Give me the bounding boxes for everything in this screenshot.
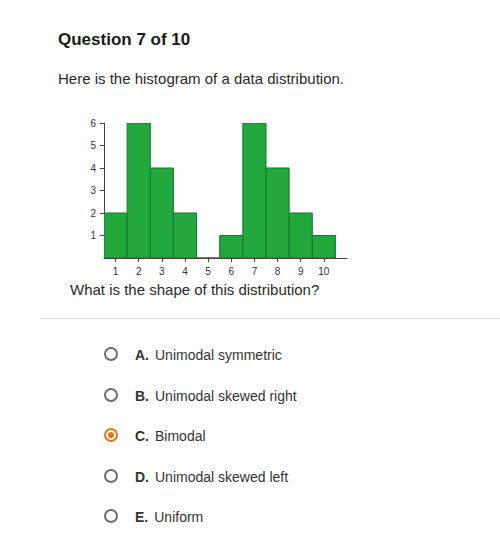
svg-text:3: 3 <box>159 266 165 277</box>
html-text:Unimodal skewed left: Unimodal skewed left <box>155 468 289 485</box>
html-text:A.: A. <box>135 347 149 363</box>
svg-text:5: 5 <box>90 140 96 151</box>
svg-text:2: 2 <box>90 208 96 219</box>
svg-text:4: 4 <box>182 266 188 277</box>
html-text:C.: C. <box>135 428 149 444</box>
svg-text:1: 1 <box>90 230 96 241</box>
svg-text:6: 6 <box>229 266 235 277</box>
svg-text:5: 5 <box>205 266 211 277</box>
html-text:Question 7 of 10: Question 7 of 10 <box>58 30 191 49</box>
svg-text:9: 9 <box>298 266 304 277</box>
svg-text:1: 1 <box>113 266 119 277</box>
html-text:Unimodal symmetric: Unimodal symmetric <box>155 347 282 363</box>
html-text:E. Uniform: E. Uniform <box>135 509 204 525</box>
svg-text:7: 7 <box>252 266 258 277</box>
svg-text:2: 2 <box>136 266 142 277</box>
html-text:What is the shape of this dist: What is the shape of this distribution? <box>70 281 320 298</box>
svg-text:8: 8 <box>275 266 281 277</box>
html-text:Bimodal: Bimodal <box>155 428 206 444</box>
html-text:B.: B. <box>135 387 149 404</box>
html-text:D.: D. <box>135 468 149 485</box>
html-text:Unimodal skewed right: Unimodal skewed right <box>155 387 297 404</box>
svg-text:4: 4 <box>90 163 96 174</box>
html-text:Here is the histogram of a dat: Here is the histogram of a data distribu… <box>58 70 344 87</box>
svg-text:6: 6 <box>90 118 96 129</box>
svg-text:10: 10 <box>318 266 330 277</box>
svg-text:3: 3 <box>90 185 96 196</box>
